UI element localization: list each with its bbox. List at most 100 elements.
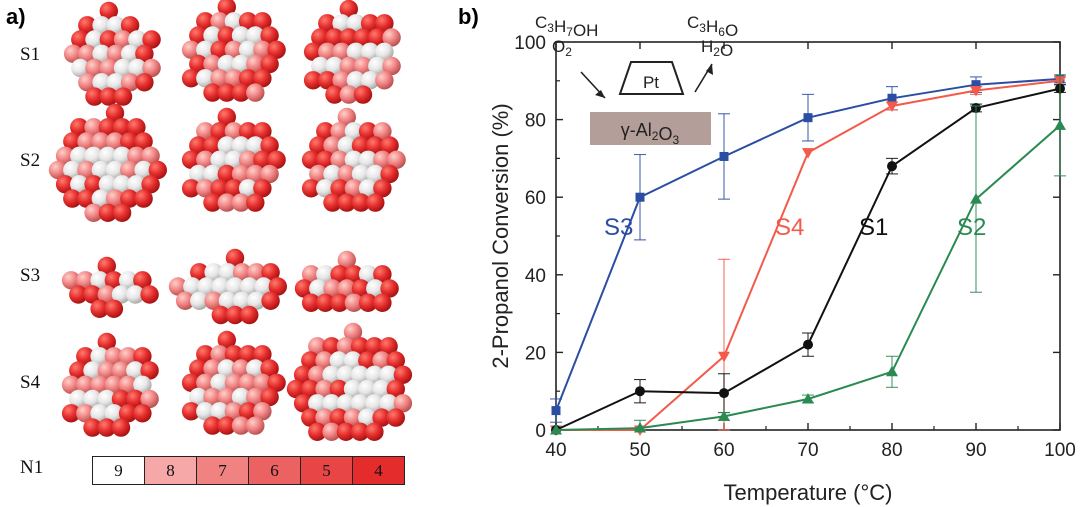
atom-sphere xyxy=(224,373,244,392)
panel-a-label: a) xyxy=(6,4,26,29)
atom-sphere xyxy=(210,345,229,364)
atom-sphere xyxy=(303,42,323,61)
atom-sphere xyxy=(111,285,131,304)
atom-sphere xyxy=(246,26,265,45)
atom-sphere xyxy=(225,277,245,296)
atom-sphere xyxy=(231,83,251,102)
conversion-chart: C3H7OH O2 C3H6O H2O Pt γ-Al2O3 40 50 60 70 8… xyxy=(488,13,1076,505)
atom-sphere xyxy=(77,132,96,151)
atom-sphere xyxy=(393,394,413,413)
atom-sphere xyxy=(69,389,88,409)
atom-sphere xyxy=(379,394,398,413)
atom-sphere xyxy=(168,277,188,296)
atom-sphere xyxy=(231,193,251,212)
atom-sphere xyxy=(210,150,229,169)
atom-sphere xyxy=(387,150,406,169)
atom-sphere xyxy=(224,179,244,198)
atom-sphere xyxy=(386,379,405,399)
atom-sphere xyxy=(120,73,140,92)
atom-sphere xyxy=(134,132,153,151)
atom-sphere xyxy=(76,347,95,366)
x-tick-label: 40 xyxy=(545,440,566,461)
data-point xyxy=(887,161,897,172)
atom-sphere xyxy=(308,337,327,356)
atom-sphere xyxy=(78,73,97,92)
atom-sphere xyxy=(315,379,334,399)
atom-sphere xyxy=(196,179,215,198)
atom-sphere xyxy=(120,189,139,208)
atom-sphere xyxy=(238,373,258,392)
y-tick-label: 0 xyxy=(535,421,546,442)
atom-sphere xyxy=(105,103,125,123)
nanoparticle-clusters xyxy=(48,0,413,441)
atom-sphere xyxy=(224,345,244,364)
atom-sphere xyxy=(112,175,132,194)
atom-sphere xyxy=(134,189,153,208)
x-tick-label: 100 xyxy=(1044,440,1076,461)
atom-sphere xyxy=(336,394,356,413)
atom-sphere xyxy=(353,85,373,104)
atom-sphere xyxy=(224,40,244,59)
legend-title: N1 xyxy=(20,457,44,478)
atom-sphere xyxy=(83,389,102,409)
atom-sphere xyxy=(196,402,215,421)
atom-sphere xyxy=(322,394,341,413)
data-point xyxy=(719,388,729,399)
atom-sphere xyxy=(90,375,109,394)
atom-sphere xyxy=(224,122,244,141)
atom-sphere xyxy=(111,361,131,380)
atom-sphere xyxy=(210,179,229,198)
atom-sphere xyxy=(353,28,373,47)
atom-sphere xyxy=(308,365,327,384)
atom-sphere xyxy=(76,375,95,394)
atom-sphere xyxy=(286,379,306,399)
atom-sphere xyxy=(210,40,229,59)
atom-sphere xyxy=(134,160,153,180)
atom-sphere xyxy=(232,291,252,310)
atom-sphere xyxy=(246,193,265,212)
atom-sphere xyxy=(189,54,208,74)
atom-sphere xyxy=(118,271,138,290)
atom-sphere xyxy=(105,132,125,151)
atom-sphere xyxy=(104,271,124,290)
atom-sphere xyxy=(85,58,104,78)
atom-sphere xyxy=(210,69,229,88)
atom-sphere xyxy=(211,277,230,296)
data-point xyxy=(634,422,646,433)
atom-sphere xyxy=(366,136,385,155)
inset-reactant-2: O2 xyxy=(552,37,572,59)
atom-sphere xyxy=(246,54,265,74)
atom-sphere xyxy=(344,150,364,169)
atom-sphere xyxy=(379,365,398,384)
atom-sphere xyxy=(293,394,313,413)
atom-sphere xyxy=(386,351,405,370)
atom-sphere xyxy=(126,361,145,380)
atom-sphere xyxy=(260,54,279,74)
atom-sphere xyxy=(368,56,387,76)
atom-sphere xyxy=(211,305,230,325)
atom-sphere xyxy=(217,83,236,102)
atom-sphere xyxy=(260,387,279,407)
atom-sphere xyxy=(316,179,335,198)
atom-sphere xyxy=(203,136,222,155)
product-arrowhead xyxy=(706,64,713,75)
atom-sphere xyxy=(358,179,378,198)
atom-sphere xyxy=(330,265,349,284)
atom-sphere xyxy=(350,337,370,356)
atom-sphere xyxy=(372,379,391,399)
atom-sphere xyxy=(231,359,251,378)
atom-sphere xyxy=(294,279,314,298)
atom-sphere xyxy=(337,250,356,270)
atom-sphere xyxy=(311,56,330,76)
atom-sphere xyxy=(316,265,335,284)
atom-sphere xyxy=(133,347,152,366)
atom-sphere xyxy=(246,416,265,435)
data-point xyxy=(803,113,813,123)
atom-sphere xyxy=(375,14,394,33)
atom-sphere xyxy=(373,265,392,284)
series-s1: S1 xyxy=(551,83,1066,435)
atom-sphere xyxy=(360,14,380,33)
x-tick-label: 50 xyxy=(629,440,650,461)
atom-sphere xyxy=(358,408,377,427)
atom-sphere xyxy=(339,56,358,76)
